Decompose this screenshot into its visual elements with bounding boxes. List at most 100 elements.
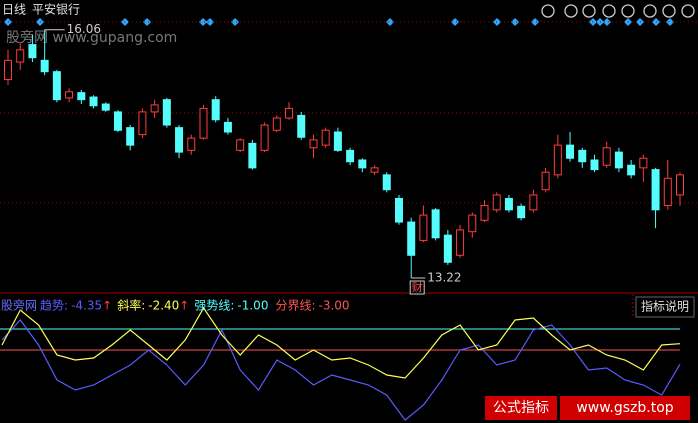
candle-body [590, 159, 599, 171]
candle-body [199, 107, 208, 139]
help-button-label[interactable]: 指标说明 [641, 299, 689, 314]
watermark-tag [485, 396, 557, 420]
candle-body [272, 117, 281, 131]
candle-body [480, 204, 489, 221]
legend-value: -3.00 [319, 299, 350, 313]
candle-body [333, 131, 342, 151]
candle-body [101, 103, 110, 111]
signal-diamond [666, 18, 674, 26]
view-icon[interactable] [541, 4, 555, 18]
candle-body [517, 205, 526, 219]
candle-body [639, 157, 648, 169]
candle-body [443, 234, 452, 263]
candle-body [468, 214, 477, 233]
legend-arrow: ↑ [102, 299, 112, 313]
indicator-name: 股旁网 [1, 298, 37, 313]
candle-body [187, 137, 196, 151]
candle-body [492, 194, 501, 211]
candle-body [16, 49, 25, 63]
candle-body [614, 151, 623, 169]
candle-body [394, 197, 403, 223]
hand-icon[interactable] [564, 4, 578, 18]
candle-body [431, 209, 440, 239]
candle-body [236, 139, 245, 151]
candle-body [150, 104, 159, 113]
candle-body [529, 194, 538, 211]
candle-body [370, 167, 379, 173]
candle-body [309, 139, 318, 149]
signal-diamond [206, 18, 214, 26]
candle-body [358, 159, 367, 169]
signal-diamond [231, 18, 239, 26]
signal-diamond [451, 18, 459, 26]
candle-body [162, 99, 171, 126]
candle-body [28, 44, 37, 59]
candle-body [676, 174, 684, 196]
candle-body [663, 177, 672, 206]
signal-diamond [143, 18, 151, 26]
legend-value: -4.35 [71, 299, 102, 313]
stock-name: 平安银行 [32, 2, 80, 17]
candle-body [175, 127, 184, 153]
candle-body [504, 197, 513, 211]
legend-name: 强势线: [194, 299, 234, 313]
candle-body [419, 214, 428, 241]
period: 日线 [2, 3, 26, 17]
low-label: 13.22 [427, 271, 461, 285]
help-button[interactable] [635, 296, 695, 318]
candle-body [52, 71, 61, 101]
legend-value: -2.40 [148, 299, 179, 313]
candle-body [407, 221, 416, 256]
watermark-url-box [560, 396, 690, 420]
candle-body [126, 127, 135, 146]
candle-body [248, 142, 257, 169]
candle-body [541, 171, 550, 191]
candle-body [297, 114, 306, 138]
tool-icon[interactable] [621, 4, 635, 18]
pen-icon[interactable] [602, 4, 616, 18]
legend-name: 斜率: [117, 298, 145, 313]
legend-arrow: ↑ [179, 299, 189, 313]
candle-body [65, 91, 74, 99]
candle-body [346, 149, 355, 163]
high-label: 16.06 [67, 22, 101, 36]
watermark-tag-text: 公式指标 [493, 400, 549, 416]
legend-value: -1.00 [237, 299, 268, 313]
candle-body [4, 59, 12, 81]
zoom-out[interactable] [643, 4, 657, 18]
play-icon[interactable] [582, 4, 596, 18]
indicator-line [1, 319, 681, 421]
signal-diamond [199, 18, 207, 26]
candle-body [77, 92, 86, 101]
signal-diamond [603, 18, 611, 26]
candle-body [211, 99, 220, 121]
watermark: 股旁网 www.gupang.com [6, 29, 177, 46]
legend-name: 分界线: [275, 299, 315, 313]
watermark-url: www.gszb.top [576, 400, 673, 416]
candle-body [456, 229, 465, 256]
candle-body [627, 164, 636, 176]
signal-diamond [531, 18, 539, 26]
candle-body [553, 144, 562, 176]
signal-diamond [386, 18, 394, 26]
close[interactable] [681, 4, 695, 18]
indicator-line [1, 306, 681, 379]
zoom-in[interactable] [662, 4, 676, 18]
candle-body [578, 149, 587, 163]
candle-body [651, 169, 660, 211]
signal-diamond [511, 18, 519, 26]
candle-body [285, 107, 294, 119]
toolbar [541, 4, 695, 18]
candle-body [602, 147, 611, 166]
candle-body [566, 144, 575, 159]
candle-body [260, 124, 269, 151]
candle-body [113, 111, 122, 131]
candle-body [138, 111, 147, 136]
candle-body [321, 129, 330, 146]
candle-body [223, 121, 232, 133]
legend-name: 趋势: [40, 299, 68, 313]
candle-body [382, 174, 391, 191]
